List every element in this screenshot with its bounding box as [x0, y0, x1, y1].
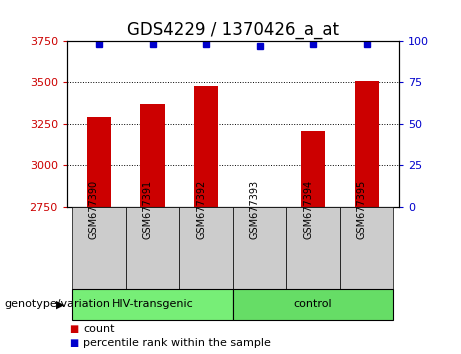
Bar [286, 207, 340, 289]
Text: GSM677395: GSM677395 [357, 180, 366, 239]
Text: HIV-transgenic: HIV-transgenic [112, 299, 193, 309]
Bar [141, 104, 165, 207]
Bar [126, 207, 179, 289]
Bar [340, 207, 393, 289]
Text: genotype/variation: genotype/variation [5, 299, 111, 309]
Bar [355, 81, 378, 207]
Text: GSM677390: GSM677390 [89, 180, 99, 239]
Text: count: count [83, 324, 114, 334]
Text: ▶: ▶ [56, 299, 64, 309]
Bar [72, 289, 233, 320]
Text: GSM677393: GSM677393 [249, 180, 260, 239]
Bar [194, 86, 218, 207]
Text: GSM677392: GSM677392 [196, 180, 206, 239]
Bar [301, 131, 325, 207]
Title: GDS4229 / 1370426_a_at: GDS4229 / 1370426_a_at [127, 22, 339, 39]
Bar [87, 117, 111, 207]
Text: percentile rank within the sample: percentile rank within the sample [83, 338, 271, 348]
Bar [233, 289, 393, 320]
Bar [179, 207, 233, 289]
Text: ■: ■ [69, 324, 78, 334]
Text: GSM677391: GSM677391 [142, 180, 153, 239]
Bar [72, 207, 126, 289]
Bar [233, 207, 286, 289]
Text: ■: ■ [69, 338, 78, 348]
Text: control: control [294, 299, 332, 309]
Text: GSM677394: GSM677394 [303, 180, 313, 239]
